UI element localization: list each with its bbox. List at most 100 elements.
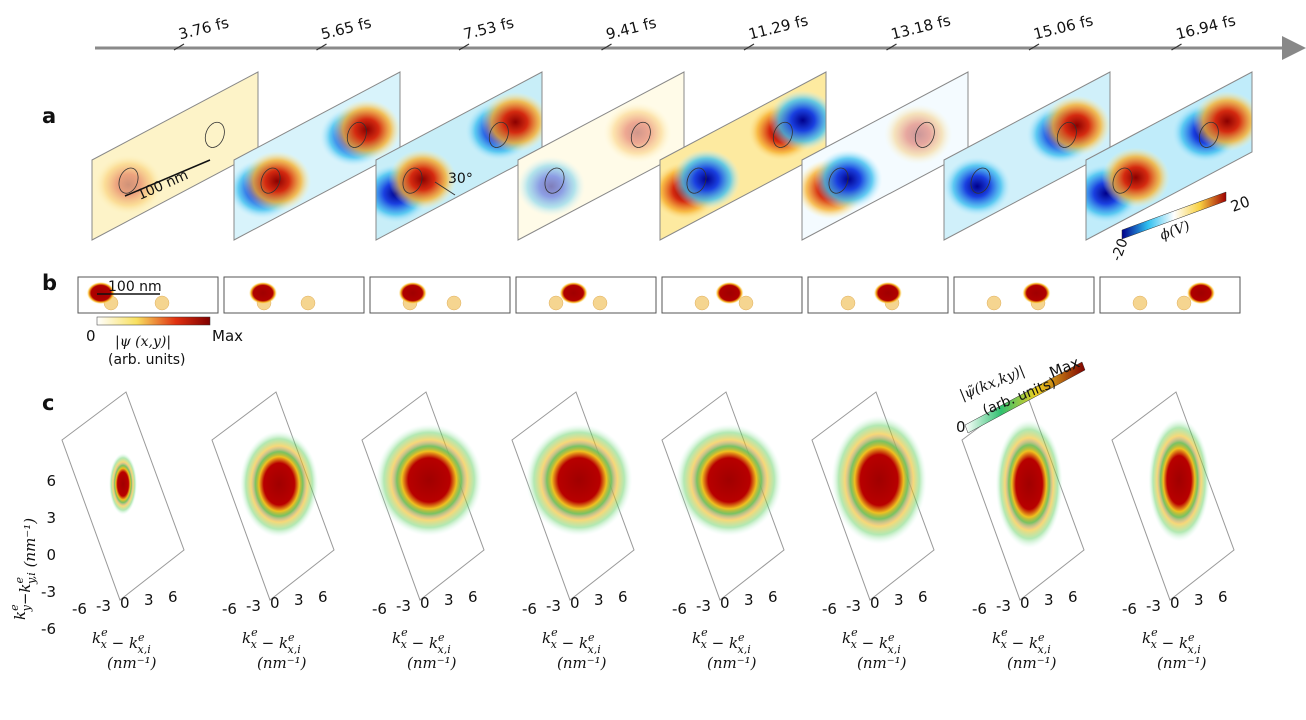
density-frame <box>1100 277 1240 313</box>
figure: a b c 3.76 fs5.65 fs7.53 fs9.41 fs11.29 … <box>0 0 1306 720</box>
timeline-label: 13.18 fs <box>889 11 953 43</box>
x-tick-label: 6 <box>318 588 328 606</box>
wavepacket <box>560 282 588 304</box>
x-tick-label: 6 <box>1218 588 1228 606</box>
field-lobe <box>481 92 549 152</box>
x-tick-label: 3 <box>1194 591 1204 609</box>
x-tick-label: -6 <box>972 600 987 618</box>
label-part: − <box>1157 634 1179 652</box>
field-lobe <box>943 156 1011 216</box>
x-tick-label: 3 <box>894 591 904 609</box>
x-tick-label: -6 <box>1122 600 1137 618</box>
x-tick-label: 3 <box>294 591 304 609</box>
field-lobe <box>769 90 837 150</box>
x-tick-label: -6 <box>822 600 837 618</box>
y-tick-label: 3 <box>46 509 56 527</box>
label-part: − <box>707 634 729 652</box>
x-units: (nm⁻¹) <box>1007 654 1057 672</box>
axis-label: kex − kex,i <box>392 626 451 656</box>
colorbar-units: (arb. units) <box>108 352 185 368</box>
x-tick-label: 6 <box>768 588 778 606</box>
x-tick-label: 3 <box>144 591 154 609</box>
x-tick-label: -3 <box>696 597 711 615</box>
x-tick-label: -6 <box>522 600 537 618</box>
label-part: − <box>257 634 279 652</box>
field-lobe <box>243 151 311 211</box>
colorbar-max: 20 <box>1228 192 1252 215</box>
angle-label: 30° <box>448 171 473 187</box>
x-units: (nm⁻¹) <box>1157 654 1207 672</box>
label-sub: y,i <box>25 572 38 585</box>
label-part: − <box>557 634 579 652</box>
timeline-label: 11.29 fs <box>747 11 811 43</box>
field-map <box>92 72 258 240</box>
x-units: (nm⁻¹) <box>407 654 457 672</box>
axis-label: key−key,i (nm⁻¹) <box>8 518 39 620</box>
x-tick-label: -3 <box>846 597 861 615</box>
panel-label: a <box>42 104 56 128</box>
density-frame <box>224 277 364 313</box>
particle <box>301 296 315 310</box>
field-lobe <box>517 156 585 216</box>
particle <box>593 296 607 310</box>
x-tick-label: -6 <box>672 600 687 618</box>
x-tick-label: 0 <box>1170 594 1180 612</box>
wavepacket <box>249 282 277 304</box>
particle <box>841 296 855 310</box>
field-lobe <box>1193 91 1261 151</box>
x-tick-label: 6 <box>1068 588 1078 606</box>
x-units: (nm⁻¹) <box>857 654 907 672</box>
x-tick-label: 3 <box>444 591 454 609</box>
particle <box>549 296 563 310</box>
colorbar-min: -20 <box>1109 236 1132 263</box>
momentum-distribution <box>391 440 467 520</box>
x-tick-label: 6 <box>618 588 628 606</box>
momentum-distribution <box>1005 438 1053 530</box>
particle <box>155 296 169 310</box>
label-part: − <box>407 634 429 652</box>
axis-label: kex − kex,i <box>842 626 901 656</box>
label-part: − <box>16 593 34 606</box>
x-tick-label: 3 <box>594 591 604 609</box>
field-lobe <box>1102 148 1170 208</box>
x-tick-label: 3 <box>744 591 754 609</box>
x-tick-label: 6 <box>468 588 478 606</box>
colorbar <box>97 317 210 325</box>
x-tick-label: 0 <box>1020 594 1030 612</box>
x-tick-label: -3 <box>546 597 561 615</box>
timeline-label: 9.41 fs <box>604 13 658 43</box>
wavepacket <box>1022 282 1050 304</box>
axis-label: kex − kex,i <box>992 626 1051 656</box>
label-part: (nm⁻¹) <box>21 518 39 572</box>
x-tick-label: 0 <box>570 594 580 612</box>
timeline-label: 5.65 fs <box>319 13 373 43</box>
density-frame <box>370 277 510 313</box>
field-bg <box>92 72 258 240</box>
x-tick-label: -6 <box>72 600 87 618</box>
momentum-distribution <box>113 462 133 506</box>
field-lobe <box>604 103 672 163</box>
field-lobe <box>333 100 401 160</box>
momentum-distribution <box>541 440 617 520</box>
x-tick-label: 6 <box>918 588 928 606</box>
y-tick-label: -3 <box>41 583 56 601</box>
particle <box>1133 296 1147 310</box>
y-tick-label: 6 <box>46 472 56 490</box>
x-tick-label: -3 <box>246 597 261 615</box>
field-lobe <box>672 149 740 209</box>
field-lobe <box>884 104 952 164</box>
x-tick-label: -3 <box>96 597 111 615</box>
field-lobe <box>1043 96 1111 156</box>
field-lobe <box>388 149 456 209</box>
wavepacket <box>716 282 744 304</box>
colorbar-max: Max <box>212 327 243 345</box>
field-lobe <box>814 149 882 209</box>
x-tick-label: 0 <box>270 594 280 612</box>
x-tick-label: 3 <box>1044 591 1054 609</box>
label-part: − <box>107 634 129 652</box>
x-tick-label: -6 <box>372 600 387 618</box>
wavepacket <box>1187 282 1215 304</box>
x-units: (nm⁻¹) <box>557 654 607 672</box>
